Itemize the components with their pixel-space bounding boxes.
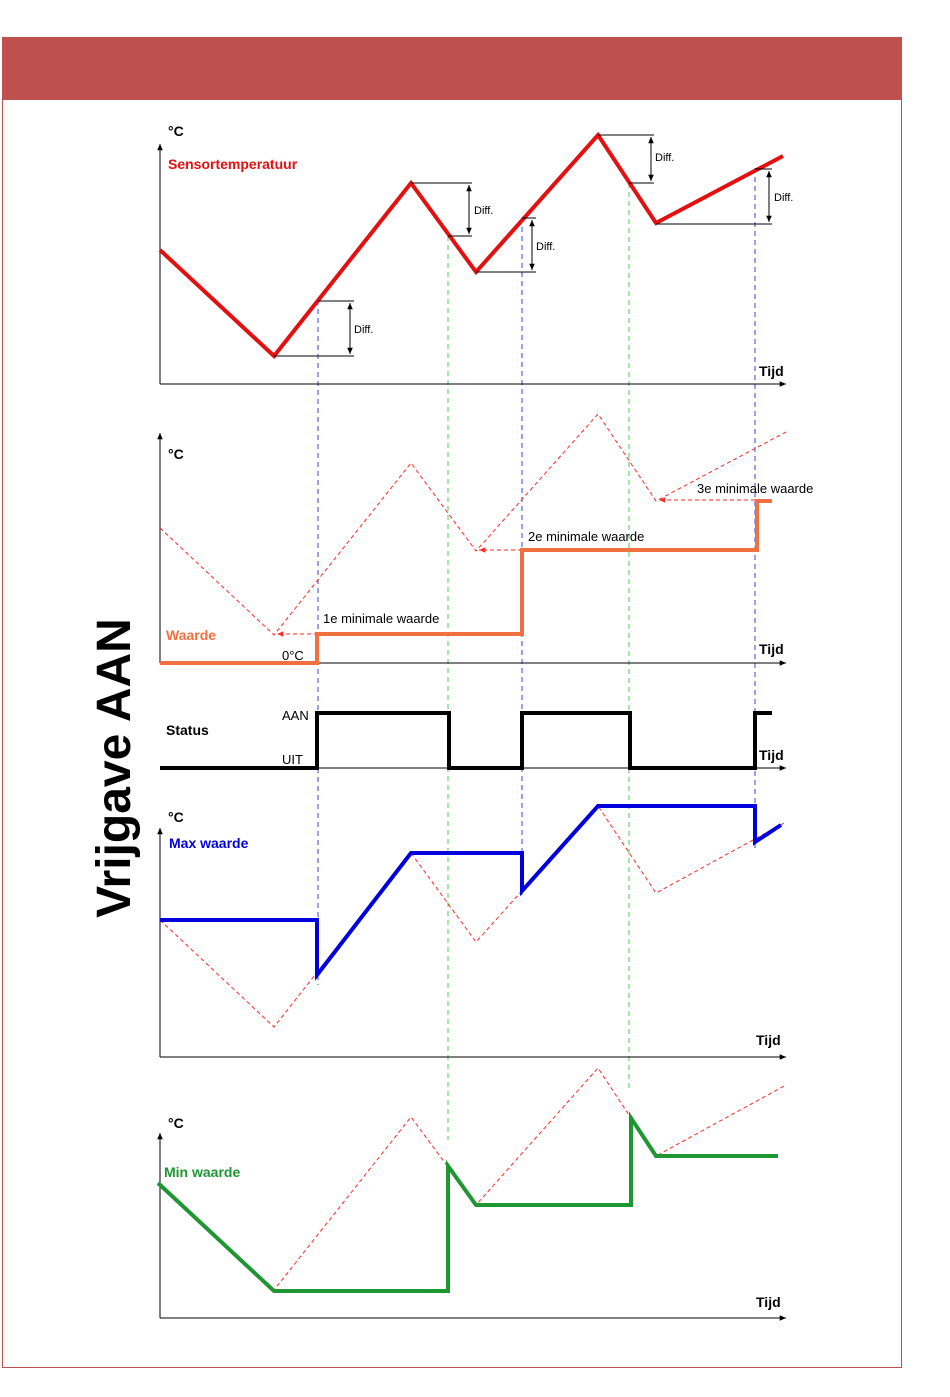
- header-bar: [2, 37, 902, 100]
- diff-label-1: Diff.: [354, 324, 373, 336]
- status-label: Status: [166, 722, 209, 738]
- waarde-x-axis-label: Tijd: [759, 641, 784, 657]
- status-signal-line: [160, 711, 772, 770]
- min-unit-label: °C: [168, 1115, 184, 1131]
- max-series-label: Max waarde: [169, 835, 249, 851]
- waarde-step-label-2: 2e minimale waarde: [528, 529, 644, 544]
- diff-label-3: Diff.: [536, 241, 555, 253]
- panel-waarde: °C Waarde Tijd 0°C 1e minimale waarde 2e…: [157, 413, 813, 666]
- waarde-step-line: [160, 499, 772, 665]
- diff-marker-2: [411, 182, 472, 237]
- guide-lines: [317, 168, 756, 1140]
- min-series-label: Min waarde: [164, 1164, 240, 1180]
- diff-marker-3: [476, 217, 536, 273]
- max-unit-label: °C: [168, 809, 184, 825]
- waarde-series-label: Waarde: [166, 627, 216, 643]
- min-value-line: [156, 1111, 778, 1293]
- min-x-axis-label: Tijd: [756, 1294, 781, 1310]
- diff-label-4: Diff.: [655, 152, 674, 164]
- waarde-ghost-sensor-line: [159, 413, 787, 636]
- sensor-unit-label: °C: [168, 123, 184, 139]
- diff-label-5: Diff.: [774, 192, 793, 204]
- min-ghost-sensor-line: [159, 1067, 787, 1291]
- panel-status: Status AAN UIT Tijd: [160, 708, 786, 771]
- panel-sensor: °C Sensortemperatuur Tijd Diff. Diff. Di…: [157, 123, 793, 387]
- diff-marker-4: [598, 134, 654, 184]
- page-frame: [2, 37, 902, 1368]
- sensor-series-label: Sensortemperatuur: [168, 156, 298, 172]
- panel-min: °C Min waarde Tijd: [156, 1067, 787, 1321]
- side-title: Vrijgave AAN: [88, 618, 141, 918]
- diff-label-2: Diff.: [474, 205, 493, 217]
- max-value-line: [160, 804, 783, 981]
- diff-marker-5: [656, 168, 772, 225]
- status-x-axis-label: Tijd: [759, 747, 784, 763]
- waarde-unit-label: °C: [168, 446, 184, 462]
- diff-marker-1: [274, 300, 354, 357]
- max-x-axis-label: Tijd: [756, 1032, 781, 1048]
- waarde-step-label-3: 3e minimale waarde: [697, 481, 813, 496]
- max-ghost-sensor-line: [159, 805, 787, 1028]
- sensor-x-axis-label: Tijd: [759, 363, 784, 379]
- panel-max: °C Max waarde Tijd: [157, 804, 787, 1060]
- status-on-label: AAN: [282, 708, 309, 723]
- waarde-zero-label: 0°C: [282, 648, 304, 663]
- status-off-label: UIT: [282, 752, 303, 767]
- waarde-step-label-1: 1e minimale waarde: [323, 611, 439, 626]
